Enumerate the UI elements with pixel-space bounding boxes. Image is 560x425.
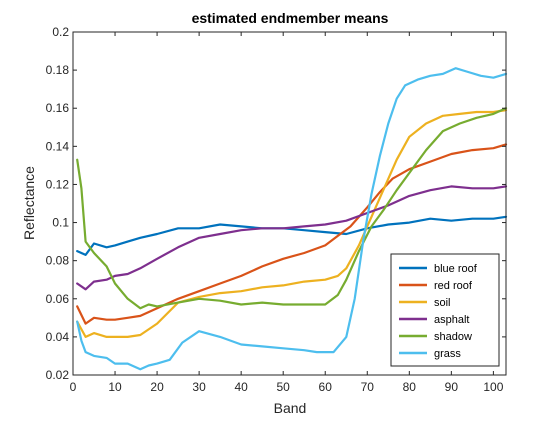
series-line-asphalt [76, 185, 508, 291]
y-tick-label: 0.14 [46, 139, 70, 153]
x-tick-label: 0 [70, 380, 77, 394]
axes-layer: 0 10 20 30 40 50 60 70 80 90 100 0.02 0.04 0.06 0.08 0.… [46, 25, 507, 394]
x-tick-label: 80 [403, 380, 417, 394]
legend-label: red roof [434, 280, 473, 292]
y-tick-label: 0.16 [46, 101, 70, 115]
series-layer [76, 67, 508, 371]
x-tick-label: 60 [319, 380, 333, 394]
y-tick-label: 0.12 [46, 177, 70, 191]
legend-label: asphalt [434, 314, 469, 326]
x-tick-label: 50 [277, 380, 291, 394]
legend-label: soil [434, 297, 451, 309]
y-tick-label: 0.2 [52, 25, 69, 39]
x-tick-label: 90 [445, 380, 459, 394]
y-tick-label: 0.04 [46, 330, 70, 344]
legend-label: shadow [434, 331, 472, 343]
legend: blue roof red roof soil asphalt shadow grass [390, 253, 500, 367]
y-tick-label: 0.18 [46, 63, 70, 77]
series-line-red-roof [76, 143, 508, 325]
series-line-shadow [76, 107, 508, 310]
y-tick-label: 0.1 [52, 216, 69, 230]
x-tick-label: 20 [150, 380, 164, 394]
y-tick-label: 0.06 [46, 292, 70, 306]
x-tick-label: 70 [361, 380, 375, 394]
x-tick-label: 30 [192, 380, 206, 394]
y-tick-label: 0.08 [46, 254, 70, 268]
legend-label: grass [434, 348, 461, 360]
y-tick-label: 0.02 [46, 368, 70, 382]
x-tick-label: 40 [234, 380, 248, 394]
y-axis-label: Reflectance [21, 166, 37, 240]
axes-box [72, 31, 507, 376]
chart-title: estimated endmember means [192, 10, 389, 26]
series-line-soil [76, 108, 508, 338]
legend-label: blue roof [434, 263, 478, 275]
legend-box [390, 253, 500, 367]
x-tick-label: 100 [483, 380, 503, 394]
x-axis-label: Band [274, 400, 307, 416]
x-tick-label: 10 [108, 380, 122, 394]
series-line-grass [76, 67, 508, 371]
